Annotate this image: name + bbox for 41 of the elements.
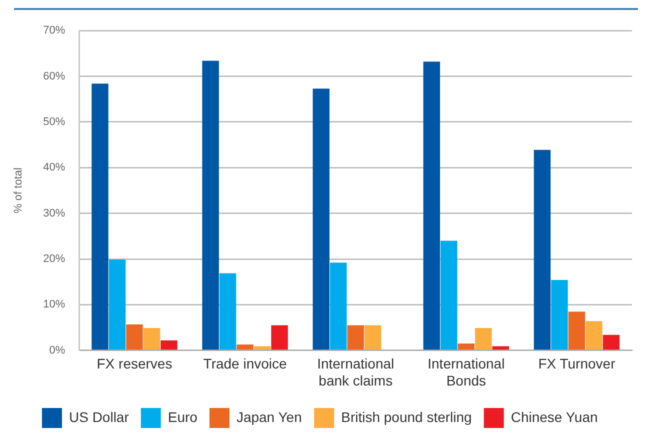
x-tick-label: International bank claims	[317, 356, 394, 388]
bar	[330, 262, 347, 350]
bar	[602, 334, 620, 350]
x-tick-label: International Bonds	[428, 356, 505, 388]
bar	[312, 88, 330, 350]
bar	[586, 321, 602, 350]
y-tick-label: 20%	[43, 253, 66, 266]
y-tick-label: 50%	[43, 116, 66, 128]
bar	[440, 240, 458, 350]
bar	[236, 344, 254, 350]
bar	[271, 325, 288, 350]
bar	[347, 325, 364, 350]
y-tick-label: 70%	[43, 24, 66, 37]
bar	[108, 259, 126, 350]
x-tick-label: FX reserves	[96, 356, 172, 372]
legend-label: British pound sterling	[341, 408, 472, 425]
bar	[475, 328, 492, 350]
legend-label: US Dollar	[68, 408, 130, 425]
bar	[219, 273, 236, 350]
bar	[364, 325, 382, 350]
y-tick-label: 10%	[43, 298, 66, 311]
legend-label: Euro	[168, 408, 198, 425]
y-axis-title: % of total	[12, 168, 25, 214]
bar	[143, 328, 160, 350]
x-tick-label: FX Turnover	[538, 356, 616, 372]
bar	[126, 324, 143, 350]
y-tick-label: 40%	[43, 162, 66, 174]
y-tick-label: 60%	[43, 70, 66, 82]
legend-label: Chinese Yuan	[510, 408, 598, 425]
bar	[92, 84, 108, 350]
y-tick-label: 30%	[43, 207, 66, 220]
y-tick-label: 0%	[49, 344, 66, 356]
bar	[202, 60, 219, 350]
bar	[534, 150, 551, 350]
bar	[458, 344, 475, 350]
bar	[423, 62, 440, 350]
bar	[568, 312, 586, 350]
bar	[551, 280, 568, 350]
bar	[160, 340, 178, 350]
legend-label: Japan Yen	[236, 408, 302, 425]
x-tick-label: Trade invoice	[203, 356, 288, 372]
